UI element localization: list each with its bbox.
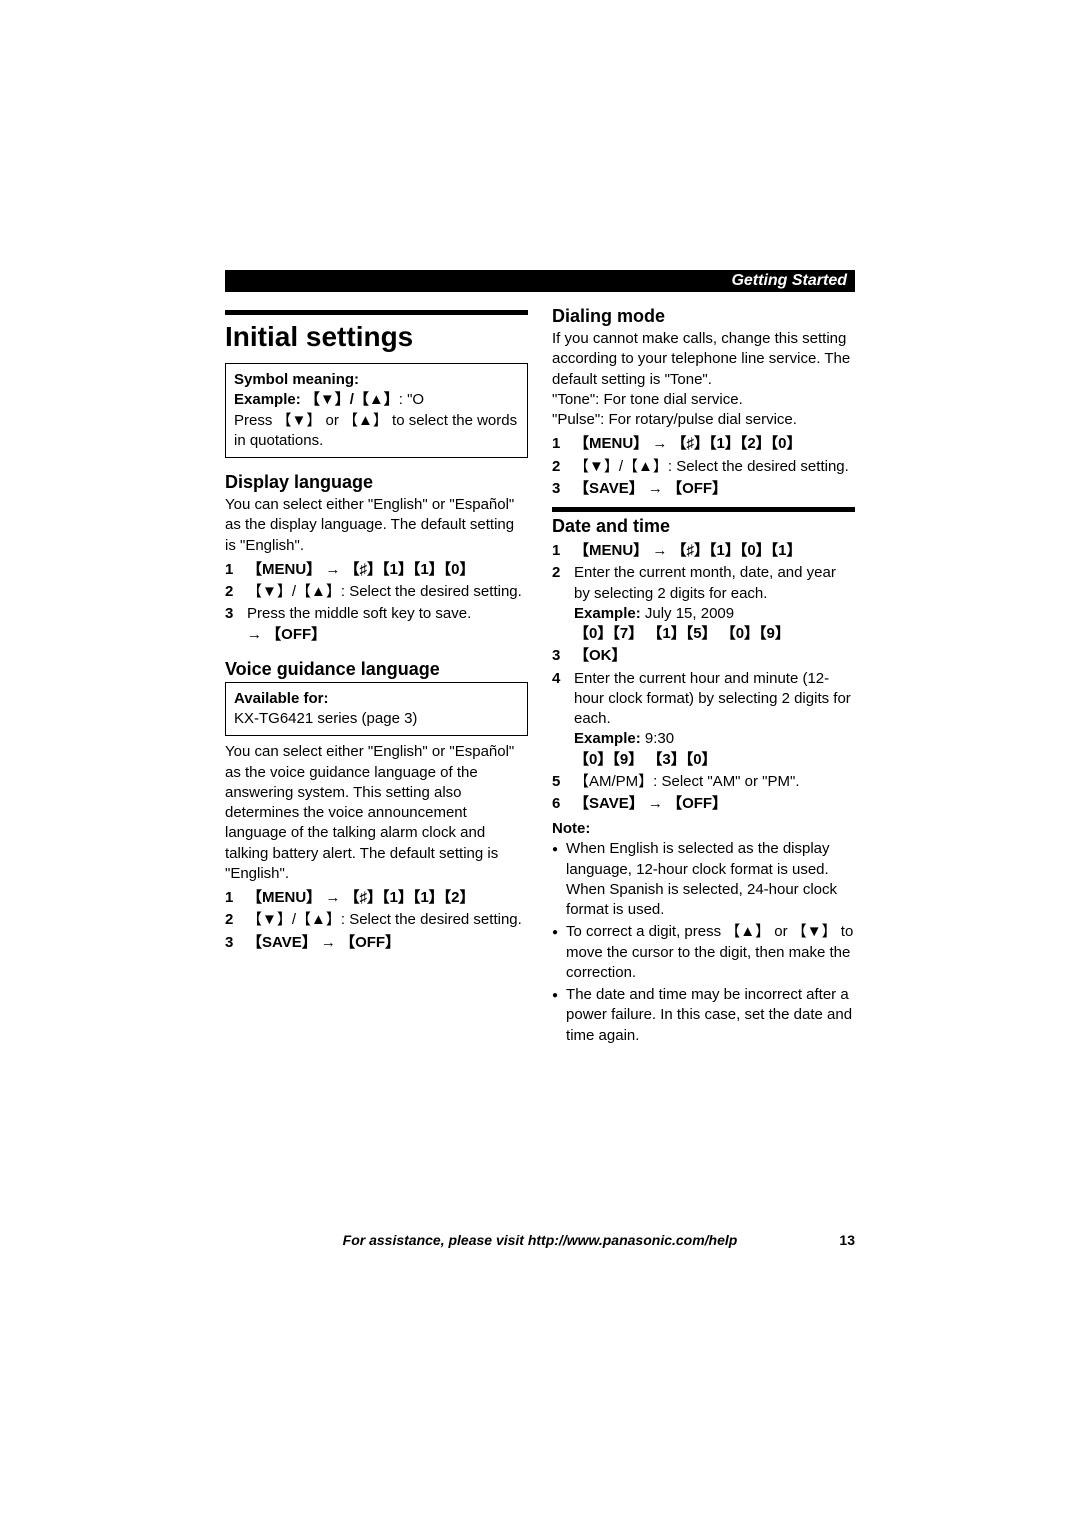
dialing-intro: If you cannot make calls, change this se…: [552, 329, 855, 390]
voice-language-intro: You can select either "English" or "Espa…: [225, 742, 528, 884]
dm-step3: 【SAVE】 → 【OFF】: [574, 480, 727, 497]
dl-step3b: → 【OFF】: [247, 626, 326, 643]
dt-step2c: July 15, 2009: [641, 605, 734, 622]
page-title: Initial settings: [225, 321, 528, 353]
symbol-box: Symbol meaning: Example: 【▼】/【▲】: "O Pre…: [225, 363, 528, 458]
display-language-steps: 1【MENU】 → 【♯】【1】【1】【0】 2【▼】/【▲】: Select …: [225, 560, 528, 645]
dialing-heading: Dialing mode: [552, 306, 855, 327]
dt-step4c: 9:30: [641, 730, 674, 747]
dt-step5: 【AM/PM】: Select "AM" or "PM".: [574, 772, 855, 792]
vl-step2: 【▼】/【▲】: Select the desired setting.: [247, 910, 528, 930]
symbol-heading: Symbol meaning:: [234, 371, 359, 388]
voice-language-heading: Voice guidance language: [225, 659, 528, 680]
rule: [225, 310, 528, 315]
symbol-example-keys: 【▼】/【▲】: [305, 391, 399, 408]
dt-step2d: 【0】【7】 【1】【5】 【0】【9】: [574, 625, 790, 642]
rule: [552, 507, 855, 512]
note-label: Note:: [552, 820, 855, 837]
dt-step4b: Example:: [574, 730, 641, 747]
dt-step2b: Example:: [574, 605, 641, 622]
note-2: To correct a digit, press 【▲】 or 【▼】 to …: [566, 922, 855, 983]
dl-step3a: Press the middle soft key to save.: [247, 605, 471, 622]
voice-box-l1: Available for:: [234, 690, 328, 707]
voice-language-steps: 1【MENU】 → 【♯】【1】【1】【2】 2【▼】/【▲】: Select …: [225, 888, 528, 953]
datetime-heading: Date and time: [552, 516, 855, 537]
dialing-tone: "Tone": For tone dial service.: [552, 390, 855, 410]
dl-step2: 【▼】/【▲】: Select the desired setting.: [247, 582, 528, 602]
dt-step4d: 【0】【9】 【3】【0】: [574, 751, 717, 768]
note-3: The date and time may be incorrect after…: [566, 985, 855, 1046]
notes-list: When English is selected as the display …: [552, 839, 855, 1046]
dl-step1: 【MENU】 → 【♯】【1】【1】【0】: [247, 561, 475, 578]
dialing-pulse: "Pulse": For rotary/pulse dial service.: [552, 410, 855, 430]
symbol-example-label: Example:: [234, 391, 305, 408]
right-column: Dialing mode If you cannot make calls, c…: [552, 302, 855, 1048]
dialing-steps: 1【MENU】 → 【♯】【1】【2】【0】 2【▼】/【▲】: Select …: [552, 434, 855, 499]
symbol-example-tail: : "O: [399, 391, 424, 408]
display-language-intro: You can select either "English" or "Espa…: [225, 495, 528, 556]
dm-step1: 【MENU】 → 【♯】【1】【2】【0】: [574, 435, 802, 452]
dt-step4a: Enter the current hour and minute (12-ho…: [574, 670, 851, 728]
footer: For assistance, please visit http://www.…: [225, 1232, 855, 1248]
note-1: When English is selected as the display …: [566, 839, 855, 920]
left-column: Initial settings Symbol meaning: Example…: [225, 302, 528, 1048]
dm-step2: 【▼】/【▲】: Select the desired setting.: [574, 457, 855, 477]
section-header: Getting Started: [225, 270, 855, 292]
voice-available-box: Available for: KX-TG6421 series (page 3): [225, 682, 528, 737]
page-number: 13: [839, 1232, 855, 1248]
dt-step6: 【SAVE】 → 【OFF】: [574, 795, 727, 812]
symbol-desc: Press 【▼】 or 【▲】 to select the words in …: [234, 411, 519, 452]
dt-step2a: Enter the current month, date, and year …: [574, 564, 836, 601]
display-language-heading: Display language: [225, 472, 528, 493]
dt-step3: 【OK】: [574, 647, 627, 664]
datetime-steps: 1【MENU】 → 【♯】【1】【0】【1】 2 Enter the curre…: [552, 541, 855, 814]
vl-step1: 【MENU】 → 【♯】【1】【1】【2】: [247, 889, 475, 906]
footer-text: For assistance, please visit http://www.…: [343, 1232, 738, 1248]
vl-step3: 【SAVE】 → 【OFF】: [247, 934, 400, 951]
voice-box-l2: KX-TG6421 series (page 3): [234, 710, 417, 727]
dt-step1: 【MENU】 → 【♯】【1】【0】【1】: [574, 542, 802, 559]
